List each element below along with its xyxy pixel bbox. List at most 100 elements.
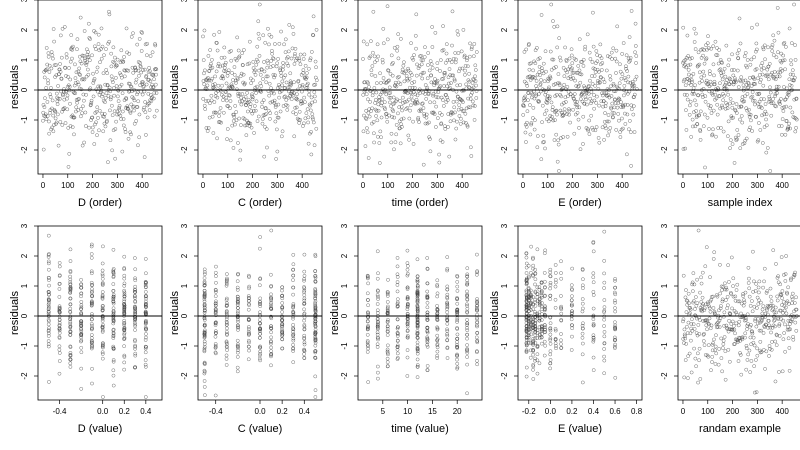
residual-point xyxy=(100,294,105,299)
residual-point xyxy=(746,265,751,270)
residual-point xyxy=(239,123,243,127)
residual-point xyxy=(544,100,549,105)
residual-point xyxy=(725,88,729,93)
residual-point xyxy=(87,125,91,130)
residual-point xyxy=(213,82,217,86)
residual-point xyxy=(93,111,98,115)
residual-point xyxy=(569,67,573,72)
x-tick-label: 0.2 xyxy=(277,407,289,416)
residual-point xyxy=(379,115,384,120)
residual-point xyxy=(264,80,269,85)
residual-point xyxy=(790,297,795,302)
residual-point xyxy=(111,289,116,293)
residual-point xyxy=(302,277,307,281)
residual-point xyxy=(728,138,733,142)
residual-point xyxy=(783,272,788,276)
residual-point xyxy=(377,141,382,145)
residual-point xyxy=(754,49,758,54)
residual-point xyxy=(475,297,479,301)
residual-point xyxy=(93,122,97,127)
residual-point xyxy=(744,343,749,348)
residual-point xyxy=(365,332,370,337)
residual-point xyxy=(291,110,296,115)
residual-point xyxy=(769,72,773,77)
residual-point xyxy=(237,54,242,59)
residual-point xyxy=(694,303,699,308)
residual-point xyxy=(228,99,233,103)
residual-point xyxy=(529,61,533,66)
residual-point xyxy=(225,272,229,276)
residual-point xyxy=(626,74,631,79)
residual-point xyxy=(763,311,768,316)
residual-point xyxy=(202,82,207,87)
residual-point xyxy=(95,105,100,110)
residual-point xyxy=(144,335,148,340)
residual-point xyxy=(463,111,468,116)
residual-point xyxy=(575,99,579,104)
residual-point xyxy=(790,68,795,73)
residual-point xyxy=(455,361,460,366)
residual-point xyxy=(133,351,138,356)
residual-point xyxy=(591,280,596,285)
residual-point xyxy=(236,319,240,324)
residual-point xyxy=(457,103,462,108)
residual-point xyxy=(445,305,450,310)
residual-point xyxy=(602,90,607,95)
residual-point xyxy=(463,72,467,77)
residual-point xyxy=(779,97,783,101)
residual-point xyxy=(771,53,776,57)
residual-point xyxy=(539,66,544,71)
residual-point xyxy=(475,350,479,354)
residual-point xyxy=(280,285,285,290)
residual-point xyxy=(46,310,51,314)
residual-point xyxy=(152,114,157,119)
residual-point xyxy=(591,271,596,276)
residual-point xyxy=(598,75,603,79)
residual-point xyxy=(713,312,717,316)
residual-point xyxy=(90,300,94,305)
residual-point xyxy=(592,74,597,78)
residual-point xyxy=(122,303,127,308)
residual-point xyxy=(688,307,693,312)
residual-point xyxy=(773,339,778,344)
residual-point xyxy=(411,119,415,124)
residual-point xyxy=(45,100,50,104)
residual-point xyxy=(42,105,47,109)
residual-point xyxy=(554,132,559,137)
residual-point xyxy=(228,138,233,143)
residual-point xyxy=(777,323,782,328)
residual-point xyxy=(376,297,380,301)
residual-point xyxy=(774,343,779,347)
residual-point xyxy=(475,308,479,313)
residual-point xyxy=(591,249,596,254)
residual-point xyxy=(786,126,790,131)
residual-point xyxy=(276,102,281,107)
data-points xyxy=(681,228,799,395)
residual-point xyxy=(760,72,765,77)
residual-point xyxy=(714,53,719,57)
residual-point xyxy=(260,100,265,105)
residual-point xyxy=(698,109,703,114)
residual-point xyxy=(90,115,95,120)
residual-point xyxy=(531,255,535,260)
residual-point xyxy=(535,352,540,357)
residual-point xyxy=(258,277,262,282)
residual-point xyxy=(313,59,318,64)
residual-point xyxy=(313,306,318,311)
residual-point xyxy=(464,121,468,125)
residual-point xyxy=(130,65,135,70)
residual-point xyxy=(468,105,473,110)
residual-point xyxy=(473,63,478,68)
residual-point xyxy=(739,79,743,84)
residual-point xyxy=(757,91,762,96)
x-tick-label: 100 xyxy=(541,181,555,190)
residual-point xyxy=(691,124,695,129)
residual-point xyxy=(428,59,433,63)
residual-point xyxy=(224,283,229,288)
residual-point xyxy=(527,42,531,46)
residual-point xyxy=(415,101,420,106)
residual-point xyxy=(719,73,724,78)
residual-point xyxy=(754,390,759,394)
residual-point xyxy=(534,84,538,88)
residual-point xyxy=(371,120,376,124)
